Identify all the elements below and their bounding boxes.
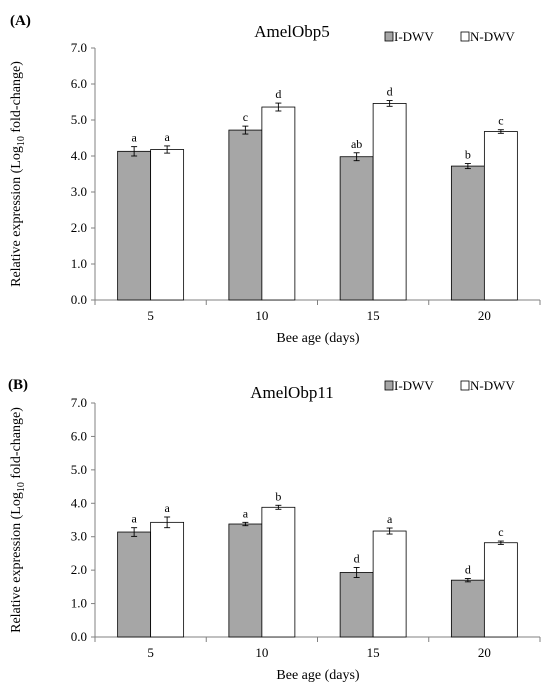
y-tick-label: 4.0 [71, 495, 87, 510]
y-tick-label: 6.0 [71, 428, 87, 443]
bar-i-dwv-10 [228, 523, 263, 638]
chart-panel-b: (B) AmelObp11 I-DWV N-DWV 0.0 1.0 2.0 3.0 4.0 5.0… [8, 377, 541, 683]
significance-label: c [498, 525, 503, 539]
y-tick-label: 1.0 [71, 596, 87, 611]
significance-label: d [465, 563, 471, 577]
bar-n-dwv-15 [372, 103, 407, 301]
y-tick-label: 6.0 [71, 76, 87, 91]
legend-swatch [384, 31, 394, 42]
bar-i-dwv-10 [228, 129, 263, 301]
panel-label: (B) [8, 377, 28, 393]
bar-n-dwv-10 [261, 106, 296, 301]
y-axis-title: Relative expression (Log10 fold-change) [9, 61, 27, 287]
significance-label: b [275, 489, 281, 503]
x-axis-title: Bee age (days) [276, 331, 360, 346]
bar-i-dwv-5 [117, 150, 152, 301]
bar-i-dwv-5 [117, 531, 152, 638]
legend-label: I-DWV [394, 29, 434, 44]
x-axis-title: Bee age (days) [276, 668, 360, 683]
chart-title: AmelObp5 [254, 22, 330, 41]
panel-label: (A) [10, 13, 31, 29]
y-tick-label: 1.0 [71, 256, 87, 271]
y-tick-label: 4.0 [71, 148, 87, 163]
bar-n-dwv-10 [261, 506, 296, 638]
bar-i-dwv-15 [339, 572, 374, 638]
significance-label: a [387, 512, 393, 526]
chart-panel-a: (A) AmelObp5 I-DWV N-DWV 0.0 1.0 2.0 3.0 4.0 5.0 6… [9, 13, 541, 346]
y-tick-label: 7.0 [71, 395, 87, 410]
significance-label: ab [351, 137, 362, 151]
significance-label: c [243, 110, 248, 124]
significance-label: d [275, 87, 281, 101]
legend-label: N-DWV [470, 29, 515, 44]
y-tick-label: 5.0 [71, 112, 87, 127]
y-tick-label: 2.0 [71, 562, 87, 577]
legend-swatch [384, 380, 394, 391]
legend-swatch [460, 380, 470, 391]
bar-n-dwv-5 [150, 149, 185, 301]
legend-swatch [460, 31, 470, 42]
significance-label: d [387, 85, 393, 99]
bar-n-dwv-5 [150, 521, 185, 638]
significance-label: a [243, 506, 249, 520]
legend-label: N-DWV [470, 378, 515, 393]
significance-label: d [354, 551, 360, 565]
y-tick-label: 5.0 [71, 462, 87, 477]
legend-label: I-DWV [394, 378, 434, 393]
chart-title: AmelObp11 [250, 383, 333, 402]
significance-label: a [164, 501, 170, 515]
y-tick-label: 0.0 [71, 629, 87, 644]
significance-label: b [465, 148, 471, 162]
bar-i-dwv-15 [339, 156, 374, 301]
y-tick-label: 7.0 [71, 40, 87, 55]
bar-i-dwv-20 [450, 165, 485, 301]
significance-label: a [131, 512, 137, 526]
bar-n-dwv-20 [483, 542, 518, 638]
x-tick-label: 5 [147, 308, 154, 323]
x-tick-label: 20 [478, 645, 491, 660]
significance-label: c [498, 114, 503, 128]
significance-label: a [131, 131, 137, 145]
x-tick-label: 10 [255, 308, 268, 323]
y-axis-title: Relative expression (Log10 fold-change) [9, 407, 27, 633]
x-tick-label: 15 [367, 308, 380, 323]
y-tick-label: 0.0 [71, 292, 87, 307]
bar-n-dwv-20 [483, 131, 518, 301]
bar-i-dwv-20 [450, 579, 485, 638]
x-tick-label: 10 [255, 645, 268, 660]
bar-n-dwv-15 [372, 530, 407, 638]
y-tick-label: 2.0 [71, 220, 87, 235]
x-tick-label: 15 [367, 645, 380, 660]
y-tick-label: 3.0 [71, 184, 87, 199]
x-tick-label: 5 [147, 645, 154, 660]
significance-label: a [164, 130, 170, 144]
y-tick-label: 3.0 [71, 529, 87, 544]
x-tick-label: 20 [478, 308, 491, 323]
